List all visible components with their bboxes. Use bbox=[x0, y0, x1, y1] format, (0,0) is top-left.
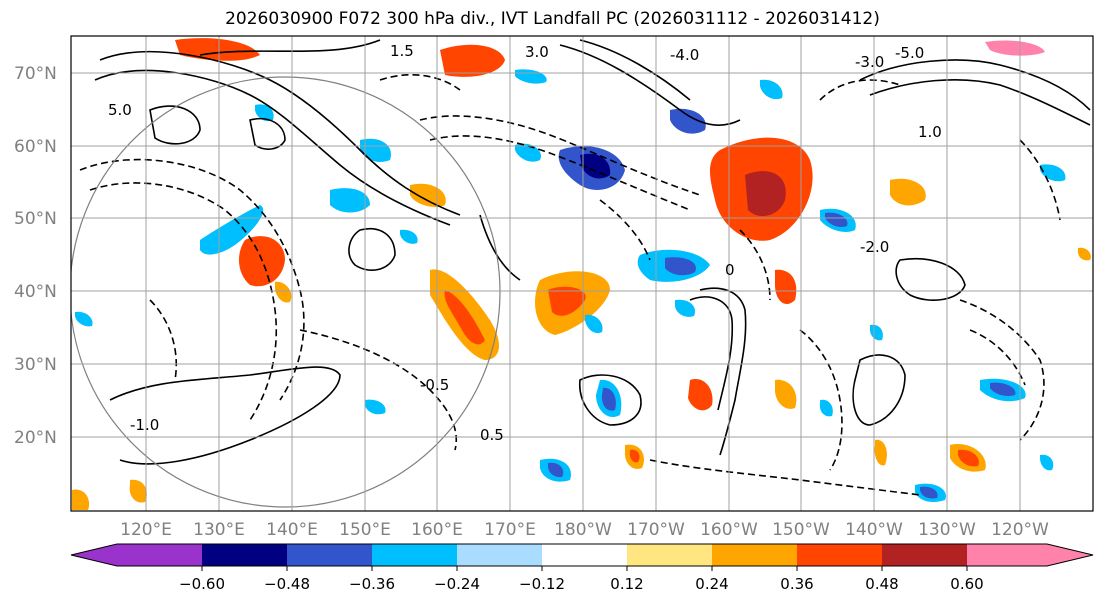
contour-label: 1.0 bbox=[918, 123, 942, 141]
colorbar-extend-min bbox=[71, 544, 117, 566]
divergence-shading bbox=[72, 38, 1091, 510]
colorbar-tick-label: −0.48 bbox=[264, 575, 310, 593]
contour-label: -5.0 bbox=[895, 44, 924, 62]
contour-label: -1.0 bbox=[130, 416, 159, 434]
lon-label: 130°E bbox=[193, 520, 245, 540]
lon-label: 120°W bbox=[991, 520, 1049, 540]
colorbar-segment bbox=[967, 544, 1047, 566]
colorbar-segment bbox=[542, 544, 627, 566]
contour-label: -2.0 bbox=[860, 238, 889, 256]
map-title: 2026030900 F072 300 hPa div., IVT Landfa… bbox=[225, 9, 880, 29]
lat-label: 30°N bbox=[14, 355, 57, 375]
lon-label: 150°E bbox=[339, 520, 391, 540]
contour-lines bbox=[94, 39, 1091, 465]
colorbar-segment bbox=[457, 544, 542, 566]
colorbar-tick-label: 0.48 bbox=[865, 575, 898, 593]
colorbar: −0.60 −0.48 −0.36 −0.24 −0.12 0.12 0.24 … bbox=[70, 543, 1094, 593]
longitude-labels: 120°E 130°E 140°E 150°E 160°E 170°E 180°… bbox=[120, 520, 1049, 540]
region-circle bbox=[71, 76, 501, 508]
colorbar-tick-label: 0.24 bbox=[695, 575, 728, 593]
colorbar-segment bbox=[627, 544, 712, 566]
contour-label: -4.0 bbox=[670, 46, 699, 64]
lon-label: 160°E bbox=[411, 520, 463, 540]
lon-label: 140°E bbox=[266, 520, 318, 540]
colorbar-segment bbox=[117, 544, 202, 566]
contour-label: 0 bbox=[725, 261, 735, 279]
colorbar-tick-label: 0.60 bbox=[950, 575, 983, 593]
lat-label: 20°N bbox=[14, 428, 57, 448]
colorbar-tick-label: −0.60 bbox=[179, 575, 225, 593]
lon-label: 170°W bbox=[627, 520, 685, 540]
colorbar-segment bbox=[202, 544, 287, 566]
colorbar-segment bbox=[287, 544, 372, 566]
contour-label: 5.0 bbox=[108, 101, 132, 119]
colorbar-tick-label: −0.36 bbox=[349, 575, 395, 593]
colorbar-extend-max bbox=[1047, 544, 1093, 566]
map-content: 5.0 3.0 1.5 1.0 0.5 0 -0.5 -1.0 -2.0 -3.… bbox=[71, 36, 1093, 511]
colorbar-tick-label: −0.12 bbox=[519, 575, 565, 593]
colorbar-segment bbox=[882, 544, 967, 566]
lat-label: 50°N bbox=[14, 209, 57, 229]
lat-label: 40°N bbox=[14, 282, 57, 302]
lat-label: 70°N bbox=[14, 64, 57, 84]
latitude-labels: 70°N 60°N 50°N 40°N 30°N 20°N bbox=[14, 64, 57, 448]
contour-label: 1.5 bbox=[390, 42, 414, 60]
lon-label: 160°W bbox=[700, 520, 758, 540]
colorbar-tick-label: 0.36 bbox=[780, 575, 813, 593]
contour-label: 0.5 bbox=[480, 426, 504, 444]
colorbar-segment bbox=[712, 544, 797, 566]
lon-label: 120°E bbox=[120, 520, 172, 540]
lat-label: 60°N bbox=[14, 137, 57, 157]
gridlines bbox=[71, 36, 1093, 511]
contour-lines-dashed bbox=[79, 74, 1061, 496]
lon-label: 130°W bbox=[918, 520, 976, 540]
contour-label: -0.5 bbox=[420, 376, 449, 394]
colorbar-tick-label: −0.24 bbox=[434, 575, 480, 593]
colorbar-outline bbox=[70, 543, 1094, 567]
lon-label: 150°W bbox=[772, 520, 830, 540]
lon-label: 140°W bbox=[845, 520, 903, 540]
contour-label: 3.0 bbox=[525, 43, 549, 61]
colorbar-segment bbox=[372, 544, 457, 566]
contour-label: -3.0 bbox=[855, 53, 884, 71]
colorbar-ticks bbox=[201, 566, 968, 571]
colorbar-tick-label: 0.12 bbox=[610, 575, 643, 593]
colorbar-segment bbox=[797, 544, 882, 566]
map-frame bbox=[70, 35, 1094, 512]
contour-labels: 5.0 3.0 1.5 1.0 0.5 0 -0.5 -1.0 -2.0 -3.… bbox=[108, 42, 942, 444]
lon-label: 180°W bbox=[554, 520, 612, 540]
lon-label: 170°E bbox=[484, 520, 536, 540]
